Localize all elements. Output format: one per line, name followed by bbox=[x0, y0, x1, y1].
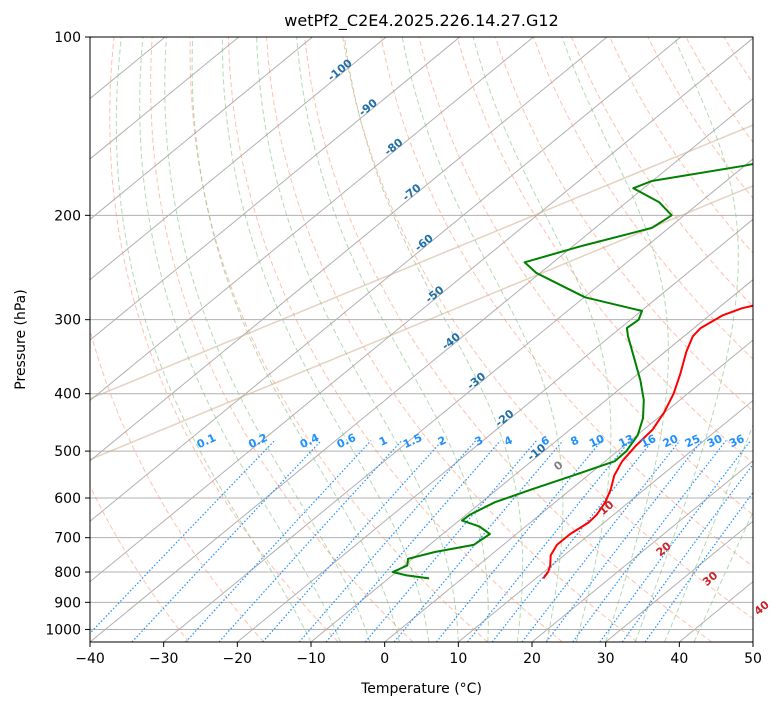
dry-adiabat-line bbox=[266, 37, 638, 642]
isotherm-line bbox=[90, 37, 387, 281]
x-tick-label: 10 bbox=[449, 651, 467, 667]
y-axis-label: Pressure (hPa) bbox=[13, 289, 29, 389]
dry-adiabat-line bbox=[571, 37, 753, 308]
isotherm-line bbox=[90, 37, 461, 341]
temperature-profile-line bbox=[542, 304, 753, 579]
mixing-ratio-line bbox=[572, 440, 727, 642]
mixing-ratio-line bbox=[599, 440, 752, 642]
moist-adiabat-line bbox=[164, 37, 371, 642]
mixing-ratio-line bbox=[218, 440, 403, 642]
dry-adiabat-line bbox=[418, 37, 753, 516]
isotherm-line bbox=[458, 399, 753, 642]
x-tick-label: 40 bbox=[670, 651, 688, 667]
axis-ticks: −40 −30 −20 −10 0 10 20 30 40 50 100 200 300 400 500 60… bbox=[45, 30, 762, 667]
mixing-ratio-line bbox=[364, 440, 537, 642]
dry-adiabat-line bbox=[494, 37, 753, 412]
chart-title: wetPf2_C2E4.2025.226.14.27.G12 bbox=[284, 11, 558, 31]
theta-curve-line bbox=[90, 185, 753, 461]
isotherm-line bbox=[90, 97, 753, 642]
dry-adiabat-line bbox=[90, 484, 190, 642]
dry-adiabat-line bbox=[189, 37, 488, 642]
background-lines bbox=[90, 37, 753, 642]
mixing-ratio-line bbox=[185, 440, 372, 642]
isotherm-line bbox=[90, 37, 753, 583]
theta-curve-line bbox=[90, 124, 753, 400]
x-tick-label: −30 bbox=[149, 651, 179, 667]
mixing-ratio-line bbox=[90, 440, 276, 635]
mixing-ratio-line bbox=[298, 440, 477, 642]
isotherm-line bbox=[531, 460, 753, 642]
x-tick-label: 20 bbox=[523, 651, 541, 667]
isotherm-line bbox=[90, 37, 608, 462]
y-tick-label: 400 bbox=[54, 387, 81, 403]
dry-adiabat-line bbox=[150, 37, 414, 642]
moist-adiabat-line bbox=[256, 37, 459, 642]
x-tick-label: −20 bbox=[223, 651, 253, 667]
isotherm-line bbox=[90, 37, 534, 402]
x-tick-label: −10 bbox=[296, 651, 326, 667]
isotherm-line bbox=[90, 37, 240, 160]
isotherm-line bbox=[237, 218, 753, 642]
mixing-ratio-line bbox=[393, 440, 564, 642]
plot-frame bbox=[89, 36, 754, 643]
moist-adiabat-line bbox=[191, 37, 400, 642]
moist-adiabat-line bbox=[221, 37, 430, 642]
moist-adiabat-line bbox=[561, 37, 669, 642]
moist-adiabat-line bbox=[139, 37, 341, 642]
moist-adiabat-line bbox=[634, 37, 739, 642]
y-tick-label: 500 bbox=[54, 444, 81, 460]
mixing-ratio-line bbox=[435, 440, 603, 642]
isotherm-line bbox=[605, 520, 753, 642]
dry-adiabat-line bbox=[342, 37, 753, 620]
dry-adiabat-line bbox=[227, 37, 563, 642]
mixing-ratio-label: 13 bbox=[617, 432, 636, 450]
mixing-ratio-label: 10 bbox=[587, 432, 607, 450]
mixing-ratio-line bbox=[262, 440, 443, 642]
mixing-ratio-line bbox=[325, 440, 501, 642]
y-tick-label: 200 bbox=[54, 208, 81, 224]
y-tick-label: 100 bbox=[54, 30, 81, 46]
isotherm-line bbox=[384, 339, 753, 642]
isotherm-line bbox=[90, 37, 682, 522]
y-tick-label: 900 bbox=[54, 595, 81, 611]
moist-adiabat-line bbox=[472, 37, 612, 642]
dry-adiabat-line bbox=[532, 37, 753, 360]
x-tick-label: 50 bbox=[744, 651, 762, 667]
y-tick-label: 700 bbox=[54, 531, 81, 547]
y-tick-label: 800 bbox=[54, 565, 81, 581]
data-lines bbox=[391, 162, 753, 580]
x-tick-label: 30 bbox=[597, 651, 615, 667]
dewpoint-profile-line bbox=[391, 162, 753, 580]
mixing-ratio-label: 20 bbox=[661, 432, 681, 450]
moist-adiabat-line bbox=[296, 37, 489, 642]
dry-adiabat-line bbox=[380, 37, 753, 568]
mixing-ratio-label: 36 bbox=[727, 432, 747, 450]
y-tick-label: 600 bbox=[54, 491, 81, 507]
y-tick-label: 1000 bbox=[45, 622, 81, 638]
isotherm-line bbox=[90, 37, 313, 220]
x-tick-label: −40 bbox=[75, 651, 105, 667]
moist-adiabat-line bbox=[343, 37, 524, 642]
x-tick-label: 0 bbox=[380, 651, 389, 667]
y-tick-label: 300 bbox=[54, 313, 81, 329]
mixing-ratio-label: 25 bbox=[683, 432, 702, 450]
x-axis-label: Temperature (°C) bbox=[360, 681, 482, 697]
mixing-ratio-label: 16 bbox=[639, 432, 659, 450]
moist-adiabat-line bbox=[115, 37, 312, 642]
mixing-ratio-label: 30 bbox=[705, 432, 725, 450]
mixing-ratio-line bbox=[521, 440, 681, 642]
mixing-ratio-line bbox=[545, 440, 703, 642]
